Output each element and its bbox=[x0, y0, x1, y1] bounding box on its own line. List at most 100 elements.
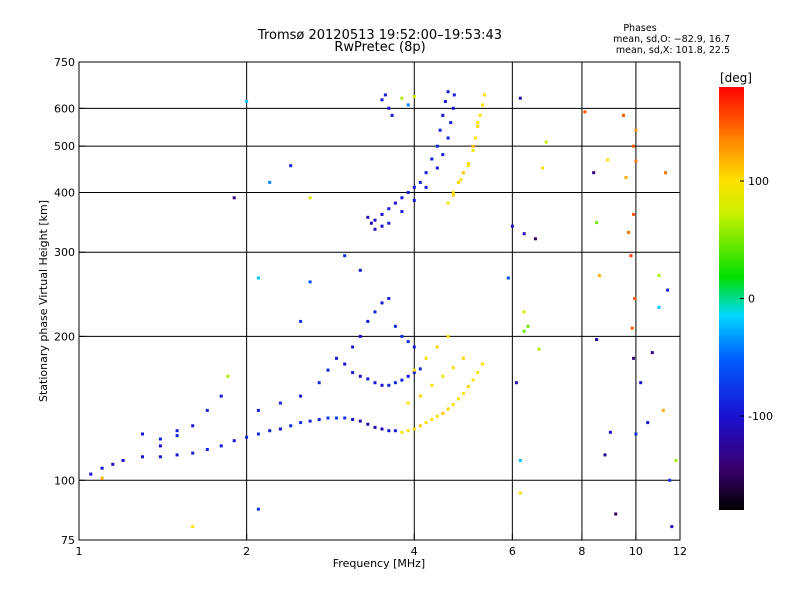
data-point bbox=[406, 429, 410, 433]
data-point bbox=[451, 193, 455, 197]
data-point bbox=[522, 310, 526, 314]
data-point bbox=[158, 437, 162, 441]
data-point bbox=[219, 394, 223, 398]
data-point bbox=[446, 201, 450, 205]
data-point bbox=[406, 340, 410, 344]
data-point bbox=[299, 421, 303, 425]
data-point bbox=[400, 430, 404, 434]
colorbar-ticks: 100 0 -100 bbox=[740, 175, 773, 423]
data-point bbox=[317, 381, 321, 385]
y-tick-label: 200 bbox=[54, 330, 75, 343]
data-point bbox=[358, 334, 362, 338]
data-point bbox=[256, 276, 260, 280]
data-point bbox=[632, 144, 635, 148]
data-point bbox=[351, 345, 355, 349]
data-point bbox=[369, 221, 373, 225]
y-tick-label: 500 bbox=[54, 140, 75, 153]
data-point bbox=[424, 356, 428, 360]
data-point bbox=[471, 378, 475, 382]
y-tick-label: 750 bbox=[54, 56, 75, 69]
data-point bbox=[175, 429, 179, 433]
plot-grid bbox=[79, 62, 680, 540]
data-point bbox=[256, 432, 260, 436]
data-point bbox=[632, 356, 635, 360]
data-point bbox=[424, 171, 428, 175]
data-point bbox=[630, 326, 634, 330]
data-point bbox=[544, 140, 548, 144]
y-tick-label: 600 bbox=[54, 102, 75, 115]
data-point bbox=[278, 401, 282, 405]
data-point bbox=[633, 297, 637, 300]
data-point bbox=[308, 419, 312, 423]
data-point bbox=[674, 459, 678, 462]
data-point bbox=[358, 374, 362, 378]
data-point bbox=[451, 403, 455, 407]
data-point bbox=[111, 462, 115, 466]
data-point bbox=[351, 371, 355, 375]
x-tick-label: 2 bbox=[243, 545, 250, 558]
x-tick-label: 8 bbox=[578, 545, 585, 558]
data-point bbox=[424, 421, 428, 425]
data-point bbox=[232, 439, 236, 443]
data-point bbox=[326, 416, 330, 420]
x-axis-label: Frequency [MHz] bbox=[333, 557, 425, 570]
data-point bbox=[650, 351, 654, 355]
x-tick-label: 4 bbox=[411, 545, 418, 558]
data-point bbox=[191, 525, 195, 529]
y-axis-label: Stationary phase Virtual Height [km] bbox=[37, 200, 50, 402]
data-point bbox=[412, 95, 416, 99]
data-point bbox=[351, 418, 355, 421]
data-point bbox=[622, 113, 625, 117]
data-point bbox=[393, 324, 397, 328]
data-point bbox=[406, 401, 410, 405]
data-point bbox=[289, 164, 293, 168]
data-point bbox=[100, 466, 104, 470]
data-point bbox=[141, 455, 144, 459]
data-point bbox=[308, 196, 312, 200]
data-point bbox=[175, 434, 179, 438]
data-point bbox=[387, 383, 391, 387]
data-point bbox=[449, 121, 453, 125]
data-point bbox=[141, 432, 144, 436]
data-point bbox=[446, 136, 450, 140]
colorbar-unit-label: [deg] bbox=[720, 71, 752, 85]
data-point bbox=[387, 297, 391, 300]
data-point bbox=[335, 416, 338, 420]
data-point bbox=[343, 254, 347, 258]
data-point bbox=[256, 408, 260, 412]
data-point bbox=[343, 416, 347, 420]
data-point bbox=[430, 383, 434, 387]
data-point bbox=[268, 429, 272, 433]
data-point bbox=[518, 96, 522, 100]
data-point bbox=[418, 180, 422, 184]
data-point bbox=[366, 215, 370, 219]
data-point bbox=[412, 185, 416, 189]
data-point bbox=[205, 448, 209, 451]
scatter-points bbox=[89, 90, 678, 529]
data-point bbox=[245, 100, 249, 103]
data-point bbox=[366, 319, 370, 323]
data-point bbox=[383, 93, 387, 97]
data-point bbox=[483, 93, 487, 97]
data-point bbox=[614, 512, 618, 516]
data-point bbox=[634, 159, 638, 163]
data-point bbox=[308, 280, 312, 284]
data-point bbox=[441, 411, 445, 415]
data-point bbox=[121, 459, 125, 462]
y-tick-label: 300 bbox=[54, 246, 75, 259]
data-point bbox=[661, 408, 665, 412]
data-point bbox=[424, 185, 428, 189]
data-point bbox=[326, 368, 330, 372]
data-point bbox=[412, 371, 416, 375]
data-point bbox=[205, 408, 209, 412]
data-point bbox=[466, 162, 470, 165]
data-point bbox=[335, 356, 338, 360]
data-point bbox=[459, 178, 463, 182]
data-point bbox=[461, 356, 465, 360]
data-point bbox=[175, 453, 179, 457]
data-point bbox=[476, 121, 480, 125]
colorbar-tick-label: -100 bbox=[748, 410, 773, 423]
data-point bbox=[451, 366, 455, 370]
data-point bbox=[412, 345, 416, 349]
data-point bbox=[317, 418, 321, 421]
